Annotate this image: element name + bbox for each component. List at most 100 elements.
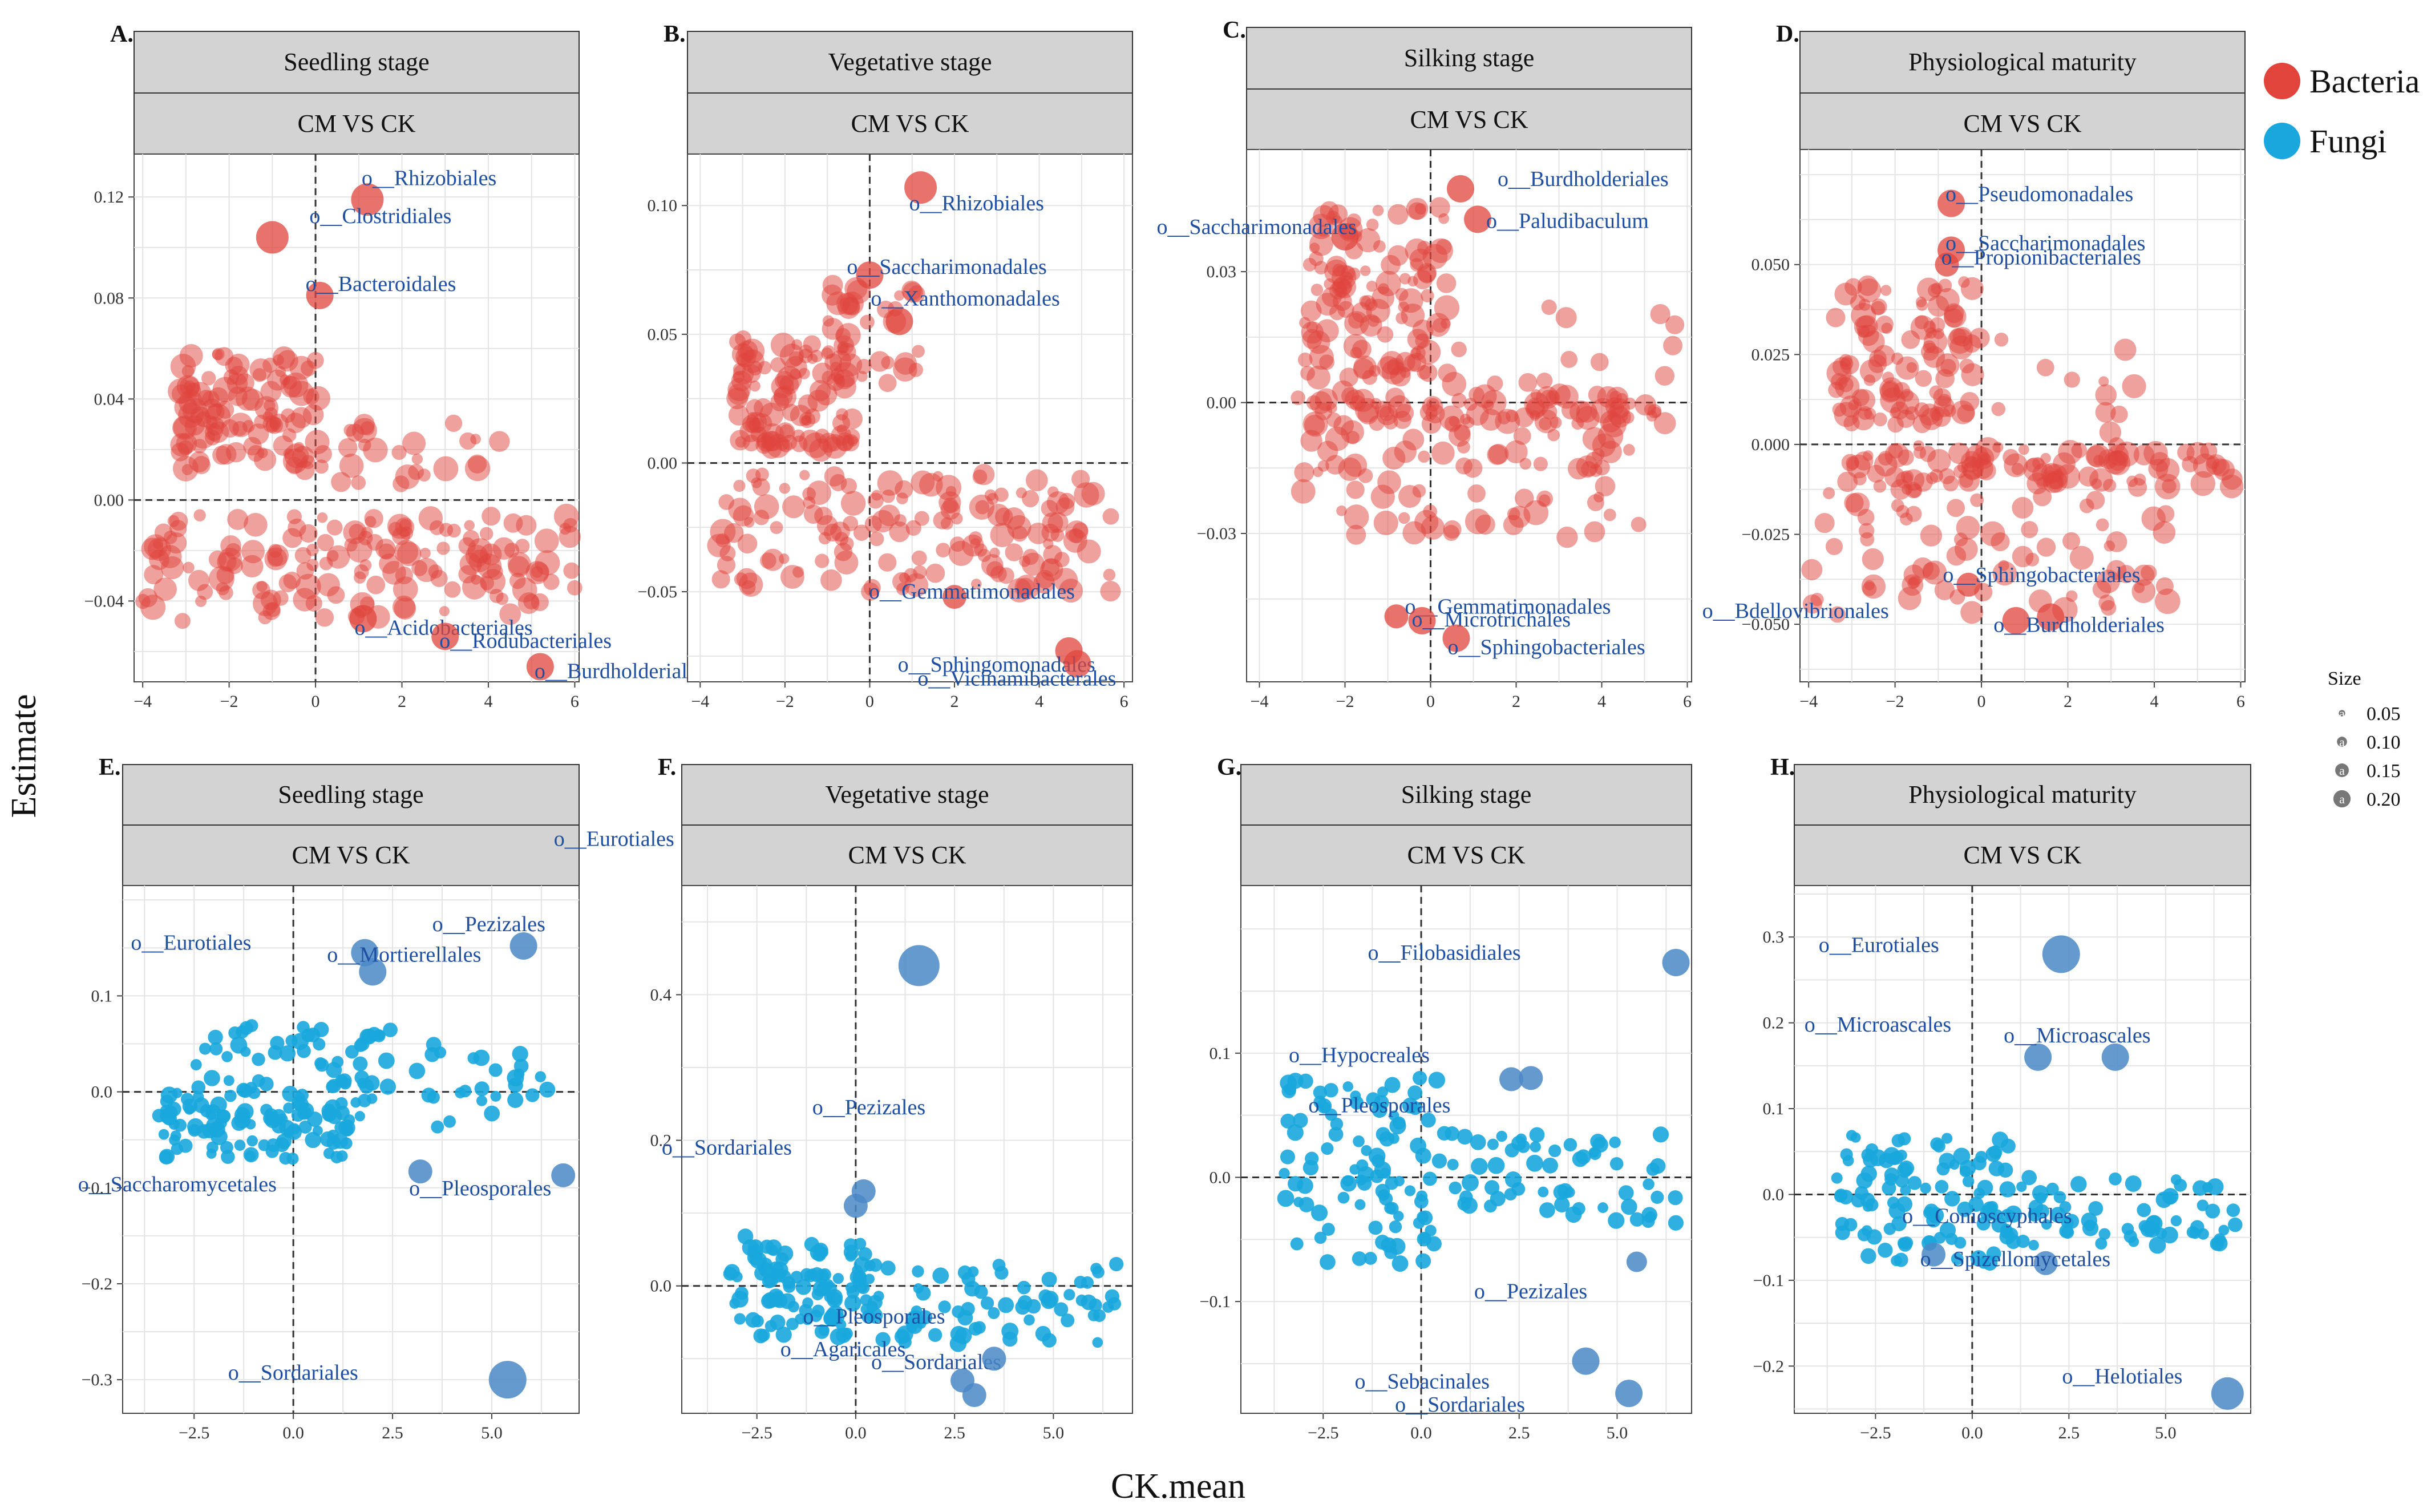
data-point xyxy=(938,1300,951,1313)
data-point xyxy=(826,1308,838,1320)
y-tick-label: 0.0 xyxy=(1210,1168,1231,1187)
data-point xyxy=(193,509,206,521)
data-point xyxy=(496,592,509,605)
data-point xyxy=(199,1042,212,1055)
taxon-label: o__Vicinamibacterales xyxy=(917,666,1116,690)
x-tick-label: 2.5 xyxy=(382,1424,403,1442)
highlight-point xyxy=(1956,572,1981,597)
data-point xyxy=(266,369,288,391)
data-point xyxy=(1300,430,1322,452)
data-point xyxy=(297,1021,310,1034)
data-point xyxy=(1414,203,1427,215)
taxon-label: o__Filobasidiales xyxy=(1368,941,1521,965)
data-point xyxy=(1394,1175,1405,1187)
data-point xyxy=(290,407,312,428)
data-point xyxy=(901,280,922,301)
taxon-label: o__Sphingobacteriales xyxy=(1943,563,2140,587)
size-key-letter: a xyxy=(2339,735,2345,749)
data-point xyxy=(1100,581,1121,602)
y-axis-title: Estimate xyxy=(5,694,43,818)
data-point xyxy=(1539,417,1552,430)
data-point xyxy=(1533,456,1548,471)
x-tick-label: 5.0 xyxy=(481,1424,503,1442)
data-point xyxy=(351,475,366,490)
data-point xyxy=(345,1045,359,1059)
data-point xyxy=(2028,1239,2039,1251)
highlight-point xyxy=(1662,948,1690,976)
data-point xyxy=(443,1115,456,1128)
data-point xyxy=(1563,1138,1577,1152)
y-tick-label: 0.08 xyxy=(94,289,124,308)
taxon-label: o__Microascales xyxy=(2004,1024,2150,1048)
data-point xyxy=(479,527,494,541)
data-point xyxy=(1592,1137,1608,1153)
data-point xyxy=(1370,484,1395,509)
highlight-point xyxy=(1384,604,1409,629)
data-point xyxy=(1898,587,1922,611)
data-point xyxy=(752,478,770,496)
data-point xyxy=(1061,1313,1075,1328)
data-point xyxy=(880,1260,896,1276)
data-point xyxy=(1404,1185,1416,1196)
data-point xyxy=(989,547,1000,558)
taxon-label: o__Eurotiales xyxy=(554,827,674,851)
data-point xyxy=(1858,523,1875,539)
data-point xyxy=(1487,375,1503,392)
panel-letter: B. xyxy=(664,21,686,47)
stage-strip xyxy=(687,31,1133,94)
data-point xyxy=(257,447,268,459)
data-point xyxy=(184,1104,195,1115)
data-point xyxy=(2228,1217,2243,1232)
data-point xyxy=(305,1131,321,1149)
data-point xyxy=(992,1259,1006,1272)
data-point xyxy=(299,524,318,543)
data-point xyxy=(1869,1149,1887,1166)
data-point xyxy=(775,1252,789,1266)
data-point xyxy=(1618,1185,1634,1201)
stage-strip-label: Physiological maturity xyxy=(1908,48,2137,76)
data-point xyxy=(868,1258,883,1272)
data-point xyxy=(737,533,758,554)
data-point xyxy=(1384,1202,1397,1214)
data-point xyxy=(889,521,910,543)
x-tick-label: 0 xyxy=(865,692,874,711)
data-point xyxy=(970,579,982,589)
data-point xyxy=(1449,1181,1462,1195)
data-point xyxy=(246,1135,258,1147)
data-point xyxy=(221,1150,235,1164)
x-tick-label: −2.5 xyxy=(179,1424,209,1442)
data-point xyxy=(1584,521,1605,543)
data-point xyxy=(439,523,454,537)
size-legend-key xyxy=(2335,763,2349,777)
data-point xyxy=(339,1077,351,1090)
data-point xyxy=(1999,1181,2016,1198)
data-point xyxy=(802,487,816,501)
data-point xyxy=(1366,280,1378,292)
data-point xyxy=(1407,1085,1423,1101)
data-point xyxy=(1919,446,1936,462)
data-point xyxy=(301,455,315,470)
data-point xyxy=(1415,1253,1431,1269)
panel-letter: A. xyxy=(110,21,134,47)
data-point xyxy=(226,373,248,394)
data-point xyxy=(764,1320,777,1332)
data-point xyxy=(467,1052,480,1065)
data-point xyxy=(1536,490,1554,507)
data-point xyxy=(197,584,213,600)
highlighted-taxa: o__Rhizobiales o__Clostridiales o__Bactero… xyxy=(256,167,706,683)
point-cloud xyxy=(152,1019,556,1165)
data-point xyxy=(1309,232,1333,256)
data-point xyxy=(282,528,303,548)
data-point xyxy=(1360,314,1382,337)
data-point xyxy=(2059,1201,2072,1214)
data-point xyxy=(339,453,364,478)
data-point xyxy=(305,430,330,455)
data-point xyxy=(196,1124,212,1139)
data-point xyxy=(1888,1202,1906,1219)
data-point xyxy=(1668,1190,1683,1206)
data-point xyxy=(2110,405,2128,423)
data-point xyxy=(911,550,927,566)
taxon-label: o__Rhizobiales xyxy=(362,167,496,191)
data-point xyxy=(733,363,754,385)
data-point xyxy=(1371,1154,1385,1168)
